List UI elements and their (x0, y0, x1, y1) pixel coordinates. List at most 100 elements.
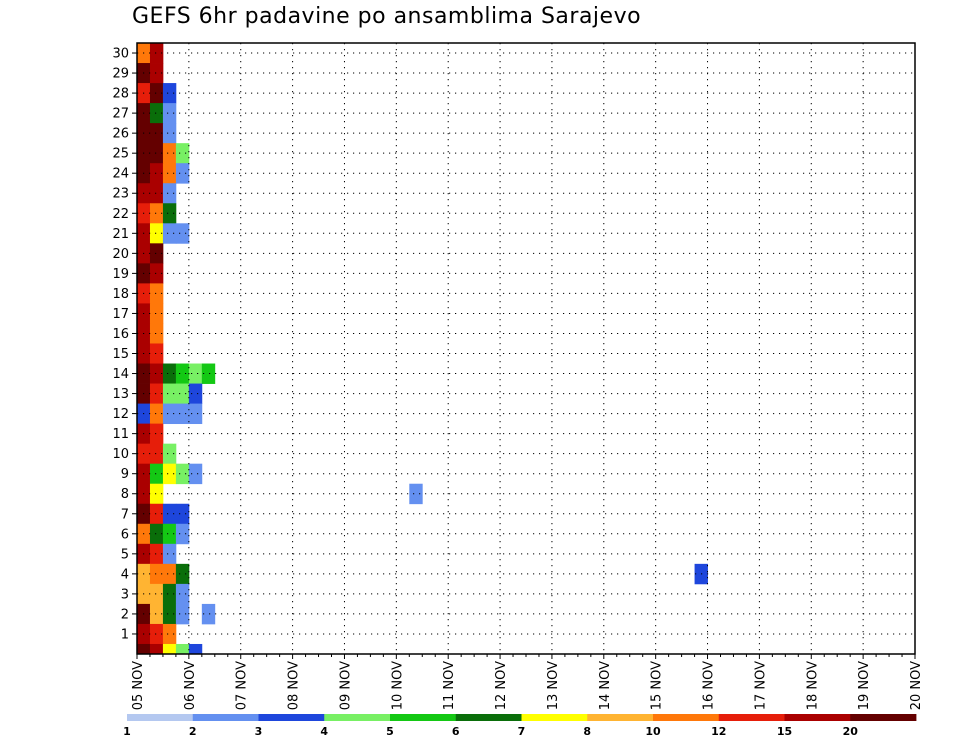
heatmap-cell (175, 463, 190, 485)
y-tick-label: 6 (121, 527, 129, 542)
x-axis: 05 NOV 06 NOV 07 NOV 08 NOV 09 NOV 10 NOV 11 N… (131, 654, 924, 710)
y-tick-label: 18 (112, 287, 129, 302)
heatmap-cell (149, 383, 164, 404)
y-tick-label: 17 (112, 307, 129, 322)
heatmap-cell (162, 523, 177, 545)
legend-label: 1 (123, 725, 131, 738)
heatmap-cell (149, 643, 164, 655)
x-tick-label: 09 NOV (338, 661, 353, 710)
heatmap-cell (149, 543, 164, 565)
heatmap-cell (175, 503, 190, 525)
x-tick-label: 06 NOV (183, 661, 198, 710)
y-tick-label: 19 (112, 267, 129, 282)
heatmap-cell (162, 363, 177, 384)
color-legend: 1 2 3 4 5 6 7 8 10 12 15 20 (123, 714, 917, 738)
heatmap-cell (162, 583, 177, 605)
legend-label: 12 (711, 725, 726, 738)
legend-swatch (587, 714, 654, 721)
legend-label: 5 (386, 725, 394, 738)
heatmap-cell (149, 463, 164, 485)
heatmap-cell (162, 603, 177, 625)
y-tick-label: 2 (121, 607, 129, 622)
heatmap-cell (149, 303, 164, 324)
heatmap-cell (149, 343, 164, 364)
heatmap-cell (188, 403, 203, 425)
heatmap-cell (201, 603, 216, 625)
heatmap-cell (162, 443, 177, 465)
heatmap-cell (175, 583, 190, 605)
x-tick-label: 17 NOV (753, 661, 768, 710)
heatmap-cell (162, 123, 177, 144)
legend-swatch (784, 714, 851, 721)
heatmap-cell (162, 203, 177, 224)
legend-label: 8 (583, 725, 591, 738)
y-tick-label: 7 (121, 507, 129, 522)
heatmap-cell (149, 523, 164, 545)
y-tick-label: 11 (112, 427, 129, 442)
heatmap-cell (162, 563, 177, 585)
x-tick-label: 10 NOV (390, 661, 405, 710)
heatmap-cell (175, 163, 190, 184)
y-tick-label: 23 (112, 187, 129, 202)
legend-label: 2 (189, 725, 197, 738)
heatmap-cell (188, 463, 203, 485)
heatmap-cell (137, 643, 151, 655)
y-tick-label: 5 (121, 547, 129, 562)
heatmap-cell (149, 583, 164, 605)
y-tick-label: 27 (112, 107, 129, 122)
legend-swatch (653, 714, 720, 721)
y-tick-label: 14 (112, 367, 129, 382)
heatmap-cell (162, 643, 177, 655)
y-tick-label: 29 (112, 67, 129, 82)
heatmap-cell (149, 43, 164, 64)
legend-swatch (324, 714, 391, 721)
heatmap-cell (149, 623, 164, 645)
heatmap-cell (162, 103, 177, 124)
heatmap-cell (175, 143, 190, 164)
heatmap-cell (162, 623, 177, 645)
heatmap-cell (149, 443, 164, 465)
heatmap-cell (149, 483, 164, 505)
y-tick-label: 21 (112, 227, 129, 242)
legend-swatch (127, 714, 194, 721)
y-tick-label: 22 (112, 207, 129, 222)
heatmap-cell (149, 103, 164, 124)
x-tick-label: 18 NOV (805, 661, 820, 710)
heatmap-cell (175, 363, 190, 384)
heatmap-cell (175, 523, 190, 545)
y-tick-label: 28 (112, 87, 129, 102)
heatmap-cell (149, 223, 164, 244)
y-tick-label: 8 (121, 487, 129, 502)
heatmap-cell (175, 603, 190, 625)
y-axis: 1234567891011121314151617181920212223242… (112, 47, 137, 642)
y-tick-label: 25 (112, 147, 129, 162)
legend-swatch (192, 714, 259, 721)
heatmap-cell (149, 263, 164, 284)
heatmap-cell (175, 403, 190, 425)
legend-label: 4 (320, 725, 328, 738)
grid-lines (137, 43, 915, 654)
heatmap-cells (137, 43, 916, 655)
heatmap-cell (175, 383, 190, 404)
heatmap-cell (188, 383, 203, 404)
heatmap-cell (149, 563, 164, 585)
y-tick-label: 16 (112, 327, 129, 342)
legend-swatch (258, 714, 325, 721)
y-tick-label: 15 (112, 347, 129, 362)
heatmap-cell (162, 163, 177, 184)
heatmap-cell (149, 283, 164, 304)
heatmap-cell (149, 603, 164, 625)
y-tick-label: 4 (121, 567, 129, 582)
x-tick-label: 05 NOV (131, 661, 146, 710)
y-tick-label: 12 (112, 407, 129, 422)
x-tick-label: 13 NOV (546, 661, 561, 710)
heatmap-cell (162, 463, 177, 485)
heatmap-cell (149, 243, 164, 264)
heatmap-cell (162, 503, 177, 525)
y-tick-label: 13 (112, 387, 129, 402)
heatmap-cell (149, 163, 164, 184)
y-tick-label: 20 (112, 247, 129, 262)
heatmap-cell (162, 383, 177, 404)
heatmap-cell (149, 323, 164, 344)
y-tick-label: 1 (121, 627, 129, 642)
